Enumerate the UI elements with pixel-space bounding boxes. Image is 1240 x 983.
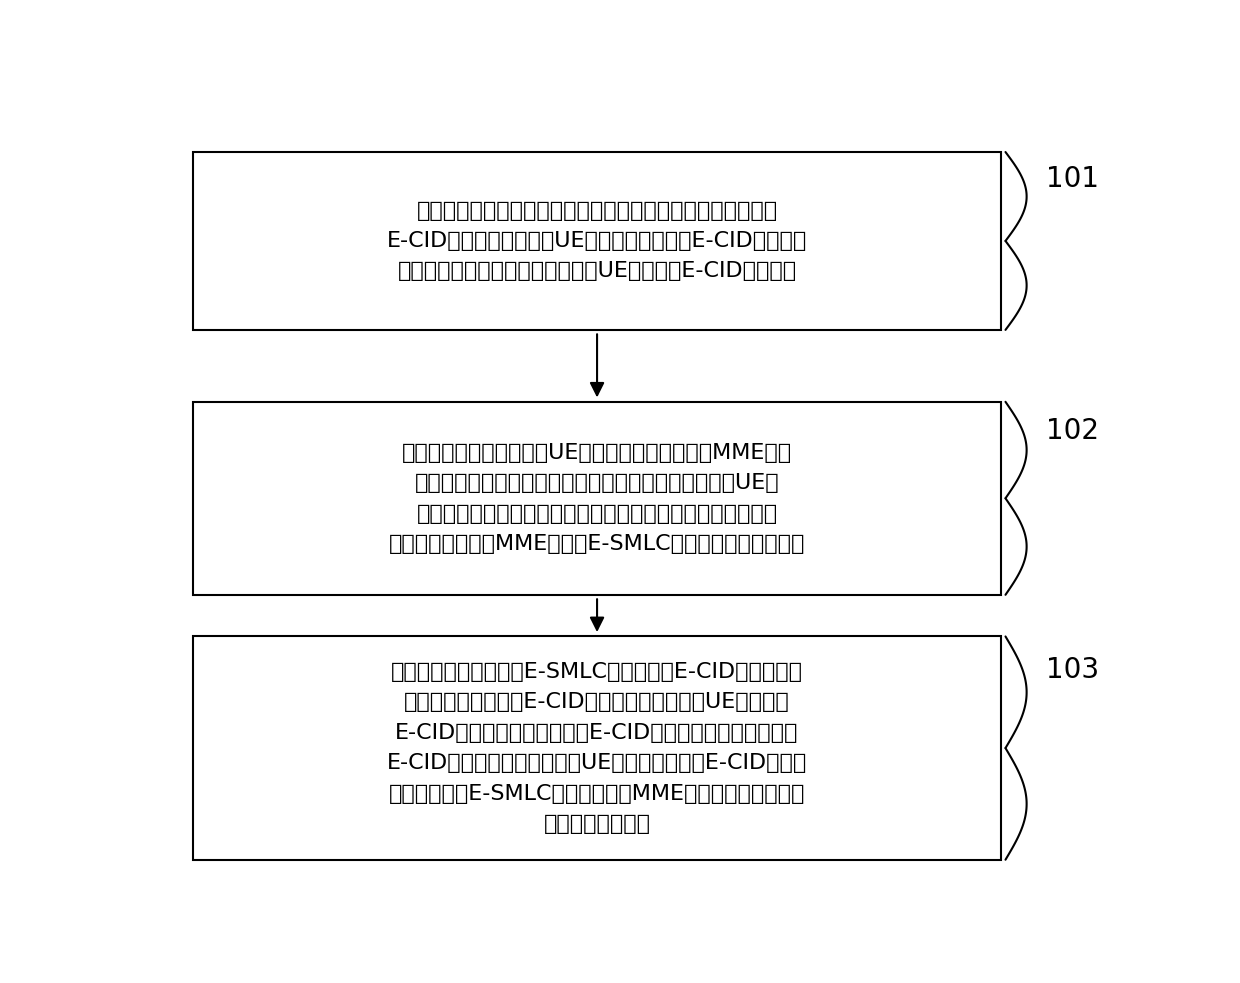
- FancyBboxPatch shape: [193, 402, 1001, 595]
- Text: 所述第二基站接收到所述UE的切换完成消息后，向MME发送
路径切换请求消息，所述路径切换请求消息中包括所述UE标
识以及立即触发定位请求指示；其中，所述立即触发: 所述第二基站接收到所述UE的切换完成消息后，向MME发送 路径切换请求消息，所述…: [389, 442, 805, 553]
- Text: 101: 101: [1047, 165, 1099, 193]
- FancyBboxPatch shape: [193, 636, 1001, 860]
- Text: 所述第二基站接收所述E-SMLC发送的第二E-CID测量开始请
求，并根据所述第二E-CID测量开始请求对所述UE进行所述
E-CID测量；其中，所述第二E-C: 所述第二基站接收所述E-SMLC发送的第二E-CID测量开始请 求，并根据所述第…: [387, 663, 807, 835]
- Text: 103: 103: [1047, 656, 1100, 684]
- FancyBboxPatch shape: [193, 152, 1001, 330]
- Text: 第二基站接收第一基站发送的切换请求，所述切换请求中包括
E-CID测量关联标识以及UE标识；其中，所述E-CID测量关联
标识用于指示所述第二基站，所述UE已经: 第二基站接收第一基站发送的切换请求，所述切换请求中包括 E-CID测量关联标识以…: [387, 201, 807, 281]
- Text: 102: 102: [1047, 417, 1099, 444]
